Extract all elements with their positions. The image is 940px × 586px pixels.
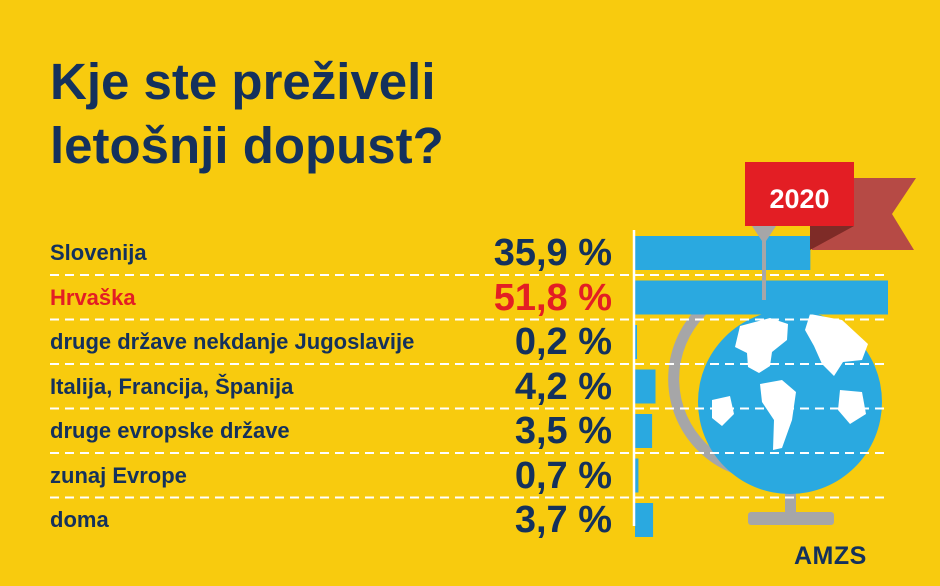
bar [635, 369, 656, 404]
flag-icon: 2020 [745, 162, 916, 300]
bar [635, 458, 639, 493]
value-label: 0,7 % [514, 454, 612, 497]
category-label: Italija, Francija, Španija [50, 373, 294, 399]
category-label: Slovenija [50, 240, 147, 265]
bar [635, 325, 637, 359]
bar [635, 414, 653, 448]
globe-icon [668, 306, 882, 525]
value-label: 3,5 % [514, 410, 612, 452]
brand-logo: AMZS [794, 542, 867, 570]
title-line-1: Kje ste preživeli [50, 53, 436, 110]
title-line-2: letošnji dopust? [50, 117, 444, 174]
bars-group [635, 236, 888, 537]
year-badge: 2020 [769, 184, 829, 214]
globe-land-east [805, 314, 868, 376]
value-label: 0,2 % [514, 321, 612, 363]
value-label: 35,9 % [493, 232, 612, 274]
flag-body [745, 162, 854, 226]
category-label: doma [50, 507, 109, 532]
bar [635, 503, 654, 537]
bar [635, 236, 811, 270]
globe-land-island [712, 396, 734, 426]
globe-stand-base [748, 512, 834, 525]
category-label: Hrvaška [50, 284, 136, 310]
flag-pole-tip [752, 226, 776, 244]
category-label: zunaj Evrope [50, 462, 187, 488]
globe-land-north [735, 318, 788, 373]
flag-fold [810, 226, 854, 250]
value-label: 51,8 % [493, 276, 612, 319]
globe-land-south-east [838, 390, 866, 424]
category-label: druge države nekdanje Jugoslavije [50, 329, 415, 354]
globe-land-south [760, 380, 796, 450]
row-dividers [50, 274, 888, 499]
value-label: 4,2 % [514, 365, 612, 408]
value-label: 3,7 % [514, 499, 612, 541]
category-label: druge evropske države [50, 418, 290, 443]
bar [635, 280, 888, 315]
